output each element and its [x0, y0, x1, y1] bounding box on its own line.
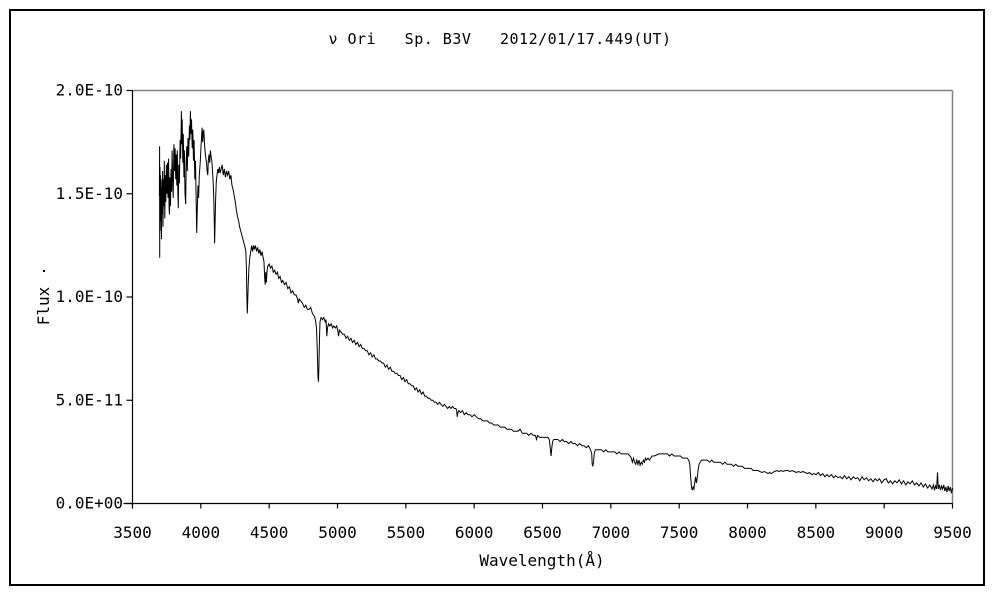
x-tick-label: 5000 [318, 523, 357, 542]
spectrum-line [158, 111, 953, 494]
x-tick-label: 3500 [113, 523, 152, 542]
window-border [9, 9, 985, 586]
x-tick-label: 4500 [250, 523, 289, 542]
y-tick-label: 2.0E-10 [56, 81, 123, 100]
chart-title: ν Ori Sp. B3V 2012/01/17.449(UT) [328, 30, 672, 48]
x-tick-label: 6000 [455, 523, 494, 542]
x-tick-label: 6500 [523, 523, 562, 542]
x-tick-label: 7000 [592, 523, 631, 542]
x-tick-label: 5500 [387, 523, 426, 542]
x-tick-label: 9500 [933, 523, 972, 542]
x-tick-label: 8500 [797, 523, 836, 542]
x-tick-label: 7500 [660, 523, 699, 542]
stray-dot [43, 270, 45, 272]
x-tick-label: 4000 [182, 523, 221, 542]
y-tick-label: 5.0E-11 [56, 390, 123, 409]
x-tick-label: 8000 [728, 523, 767, 542]
y-tick-label: 1.0E-10 [56, 287, 123, 306]
y-tick-label: 0.0E+00 [56, 494, 123, 513]
y-tick-label: 1.5E-10 [56, 184, 123, 203]
x-tick-label: 9000 [865, 523, 904, 542]
x-axis-label: Wavelength(Å) [479, 551, 605, 570]
